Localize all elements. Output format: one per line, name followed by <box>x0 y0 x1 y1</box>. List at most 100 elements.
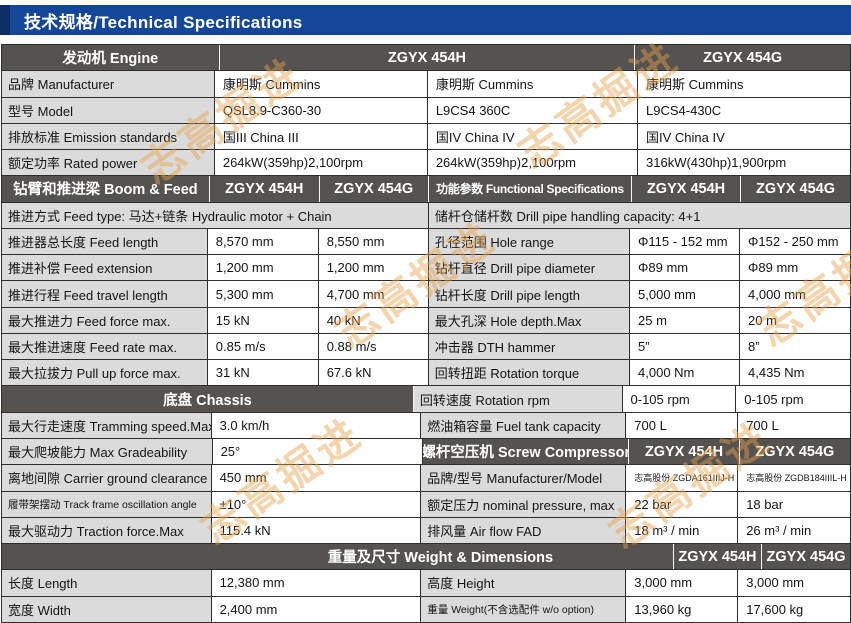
section-header-cell: ZGYX 454G <box>319 176 429 202</box>
spec-label-cell: 钻杆长度 Drill pipe length <box>428 281 631 307</box>
table-row: 最大爬坡能力 Max Gradeability 25° 螺杆空压机 Screw Co… <box>2 437 850 465</box>
section-header-cell: ZGYX 454H <box>632 176 742 202</box>
spec-value-cell: 康明斯 Cummins <box>638 71 850 97</box>
spec-value-cell: 115.4 kN <box>211 517 422 544</box>
spec-value-cell: 3,000 mm <box>626 570 739 596</box>
table-row: 推进器总长度 Feed length 8,570 mm 8,550 mm 孔径范围 H… <box>2 227 850 255</box>
table-row: 钻臂和推进梁 Boom & Feed ZGYX 454H ZGYX 454G 功能参数… <box>2 175 850 202</box>
spec-label-cell: 品牌 Manufacturer <box>2 71 215 97</box>
table-row: 重量及尺寸 Weight & Dimensions ZGYX 454H ZGYX 4… <box>2 543 850 570</box>
table-row: 额定功率 Rated power 264kW(359hp)2,100rpm 264k… <box>2 149 850 176</box>
spec-value-cell: 5,300 mm <box>207 281 319 307</box>
section-header-cell: 钻臂和推进梁 Boom & Feed <box>2 176 210 202</box>
table-row: 最大推进速度 Feed rate max. 0.85 m/s 0.88 m/s 冲击器… <box>2 332 850 360</box>
spec-value-cell: 450 mm <box>211 465 422 491</box>
table-row: 排放标准 Emission standards 国III China III 国IV… <box>2 122 850 150</box>
section-header-cell: 发动机 Engine <box>2 45 220 71</box>
spec-label-cell: 回转速度 Rotation rpm <box>413 386 623 412</box>
table-row: 发动机 Engine ZGYX 454H ZGYX 454G <box>2 45 850 71</box>
spec-label-cell: 宽度 Width <box>2 596 212 622</box>
spec-value-cell: 40 kN <box>318 307 429 333</box>
spec-label-cell: 最大推进速度 Feed rate max. <box>2 333 208 360</box>
spec-value-cell: 31 kN <box>207 360 319 386</box>
title-accent-stripe <box>0 5 10 35</box>
spec-label-cell: 最大推进力 Feed force max. <box>2 307 208 333</box>
spec-value-cell: 67.6 kN <box>318 360 429 386</box>
spec-value-cell: Φ115 - 152 mm <box>630 228 741 255</box>
spec-value-cell: 12,380 mm <box>211 570 422 596</box>
table-row: 长度 Length 12,380 mm 高度 Height 3,000 mm 3,000… <box>2 569 851 596</box>
spec-label-cell: 最大爬坡能力 Max Gradeability <box>2 438 213 465</box>
spec-value-cell: 0-105 rpm <box>736 386 850 412</box>
spec-value-cell: 25° <box>212 438 424 465</box>
spec-value-cell: 316kW(430hp)1,900rpm <box>638 150 850 176</box>
spec-label-cell: 排放标准 Emission standards <box>2 123 215 150</box>
spec-label-cell: 最大孔深 Hole depth.Max <box>428 307 631 333</box>
spec-value-cell: 0.85 m/s <box>207 333 319 360</box>
spec-value-cell: 264kW(359hp)2,100rpm <box>427 150 639 176</box>
spec-value-cell: 5” <box>630 333 741 360</box>
section-header-cell: ZGYX 454H <box>673 544 763 570</box>
spec-value-cell: 4,000 Nm <box>630 360 741 386</box>
spec-value-cell: 8,550 mm <box>318 228 429 255</box>
spec-value-cell: 志高股份 ZGDA161IIIJ-H <box>626 465 739 491</box>
spec-value-cell: Φ152 - 250 mm <box>740 228 850 255</box>
spec-value-cell: L9CS4 360C <box>427 97 639 123</box>
spec-label-cell: 推进行程 Feed travel length <box>2 281 208 307</box>
spec-value-cell: 8” <box>740 333 850 360</box>
table-row: 推进方式 Feed type: 马达+链条 Hydraulic motor + … <box>2 201 850 228</box>
spec-value-cell: 264kW(359hp)2,100rpm <box>214 150 428 176</box>
spec-label-cell: 重量 Weight(不含选配件 w/o option) <box>421 596 627 622</box>
spec-value-cell: 国IV China IV <box>638 123 850 150</box>
spec-label-cell: 推进方式 Feed type: 马达+链条 Hydraulic motor + … <box>2 202 429 228</box>
spec-label-cell: 额定功率 Rated power <box>2 150 215 176</box>
spec-label-cell: 品牌/型号 Manufacturer/Model <box>421 465 627 491</box>
spec-label-cell: 推进器总长度 Feed length <box>2 228 208 255</box>
spec-label-cell: 孔径范围 Hole range <box>428 228 631 255</box>
spec-value-cell: 13,960 kg <box>626 596 739 622</box>
section-header-cell: ZGYX 454G <box>739 438 850 465</box>
spec-value-cell: 4,435 Nm <box>740 360 850 386</box>
section-header-cell: 底盘 Chassis <box>2 386 414 412</box>
spec-value-cell: 15 kN <box>207 307 319 333</box>
section-header-cell: ZGYX 454G <box>762 544 850 570</box>
spec-value-cell: 志高股份 ZGDB184IIIL-H <box>738 465 851 491</box>
spec-value-cell: Φ89 mm <box>630 255 741 281</box>
spec-label-cell: 离地间隙 Carrier ground clearance <box>2 465 212 491</box>
spec-value-cell: QSL8.9-C360-30 <box>214 97 428 123</box>
spec-value-cell: ±10° <box>211 491 422 517</box>
spec-value-cell: 3.0 km/h <box>211 412 422 438</box>
spec-value-cell: 0-105 rpm <box>622 386 737 412</box>
spec-label-cell: 冲击器 DTH hammer <box>428 333 631 360</box>
page-title: 技术规格/Technical Specifications <box>24 12 303 32</box>
spec-value-cell: 25 m <box>630 307 741 333</box>
spec-label-cell: 排风量 Air flow FAD <box>421 517 627 544</box>
section-header-cell: 螺杆空压机 Screw Compressor <box>423 438 630 465</box>
spec-value-cell: 20 m <box>740 307 850 333</box>
spec-label-cell: 回转扭距 Rotation torque <box>428 360 631 386</box>
section-header-cell: ZGYX 454G <box>741 176 850 202</box>
table-row: 最大推进力 Feed force max. 15 kN 40 kN 最大孔深 Hole… <box>2 306 850 333</box>
table-row: 品牌 Manufacturer 康明斯 Cummins 康明斯 Cummins 康明斯… <box>2 70 850 97</box>
spec-value-cell: 1,200 mm <box>207 255 319 281</box>
table-row: 履带架摆动 Track frame oscillation angle ±10° 额… <box>2 490 851 517</box>
spec-value-cell: 0.88 m/s <box>318 333 429 360</box>
spec-value-cell: 4,700 mm <box>318 281 429 307</box>
spec-label-cell: 最大驱动力 Traction force.Max <box>2 517 212 544</box>
spec-value-cell: 国IV China IV <box>427 123 639 150</box>
table-row: 离地间隙 Carrier ground clearance 450 mm 品牌/型号… <box>2 464 851 491</box>
spec-label-cell: 钻杆直径 Drill pipe diameter <box>428 255 631 281</box>
spec-value-cell: 700 L <box>738 412 851 438</box>
section-header-cell: ZGYX 454H <box>209 176 320 202</box>
spec-label-cell: 型号 Model <box>2 97 215 123</box>
spec-label-cell: 最大行走速度 Tramming speed.Max <box>2 412 212 438</box>
table-row: 推进补偿 Feed extension 1,200 mm 1,200 mm 钻杆直径 … <box>2 254 850 281</box>
section-header-cell: 功能参数 Functional Specifications <box>428 176 633 202</box>
spec-label-cell: 长度 Length <box>2 570 212 596</box>
table-row: 最大拉拔力 Pull up force max. 31 kN 67.6 kN 回转扭距… <box>2 359 850 386</box>
spec-value-cell: 17,600 kg <box>738 596 851 622</box>
spec-value-cell: 2,400 mm <box>211 596 422 622</box>
spec-table: 发动机 Engine ZGYX 454H ZGYX 454G 品牌 Manufactu… <box>1 44 851 623</box>
spec-value-cell: 700 L <box>626 412 739 438</box>
